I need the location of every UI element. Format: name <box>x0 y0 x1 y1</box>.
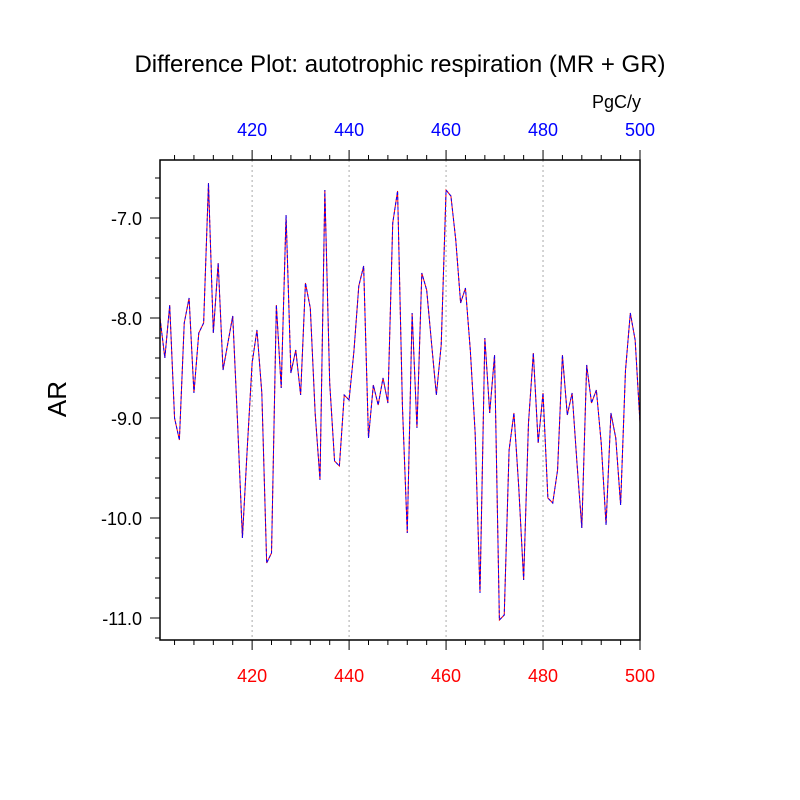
chart-title: Difference Plot: autotrophic respiration… <box>134 51 665 78</box>
x-tick-label-bottom: 420 <box>237 666 267 686</box>
y-tick-label: -10.0 <box>101 509 142 529</box>
x-tick-label-bottom: 480 <box>528 666 558 686</box>
x-tick-labels-bottom: 420 440 460 480 500 <box>237 666 655 686</box>
y-axis-label: AR <box>42 381 72 417</box>
y-tick-label: -9.0 <box>111 409 142 429</box>
y-tick-label: -8.0 <box>111 309 142 329</box>
data-series <box>159 182 641 622</box>
grid-lines <box>251 160 544 640</box>
x-tick-labels-top: 420 440 460 480 500 <box>237 120 655 140</box>
axis-ticks <box>150 150 641 650</box>
y-tick-label: -11.0 <box>102 609 142 629</box>
x-tick-label-top: 460 <box>431 120 461 140</box>
x-tick-label-top: 440 <box>334 120 364 140</box>
x-tick-label-bottom: 460 <box>431 666 461 686</box>
y-tick-label: -7.0 <box>111 209 142 229</box>
series-line-blue <box>159 182 641 622</box>
x-tick-label-top: 480 <box>528 120 558 140</box>
x-tick-label-top: 420 <box>237 120 267 140</box>
x-tick-label-bottom: 440 <box>334 666 364 686</box>
y-tick-labels: -11.0 -10.0 -9.0 -8.0 -7.0 <box>101 209 142 629</box>
series-line-red <box>159 182 641 622</box>
x-tick-label-bottom: 500 <box>625 666 655 686</box>
plot-frame <box>159 159 641 641</box>
units-label: PgC/y <box>592 92 641 112</box>
x-tick-label-top: 500 <box>625 120 655 140</box>
